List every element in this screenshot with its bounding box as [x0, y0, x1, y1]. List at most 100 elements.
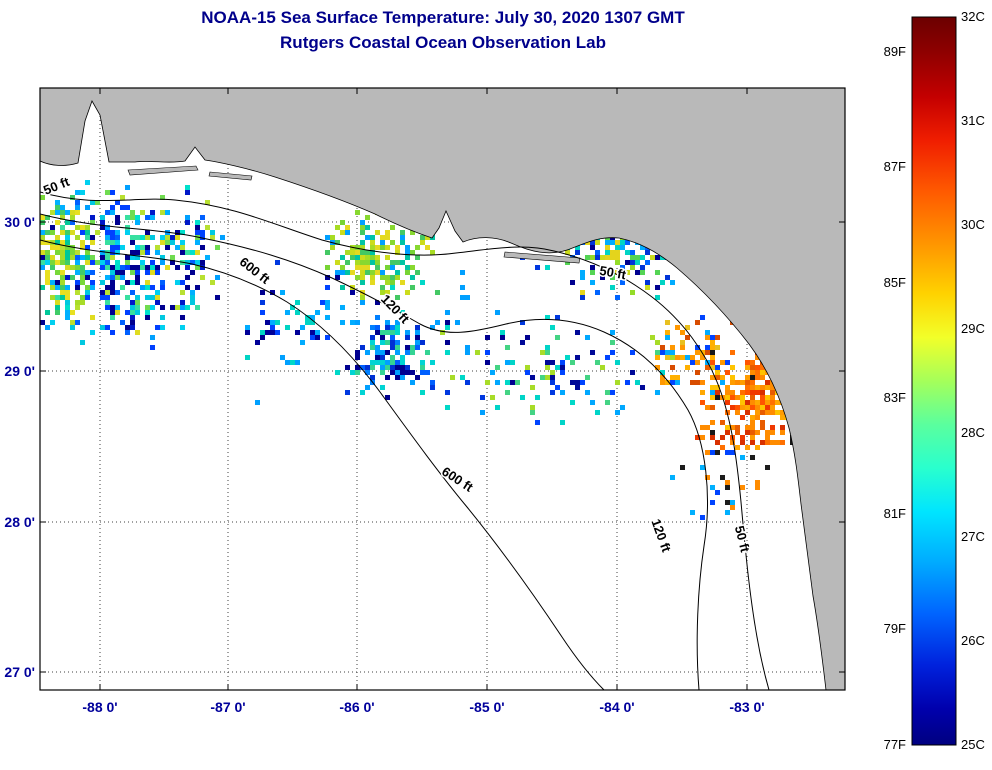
sst-pixel [660, 350, 665, 355]
sst-pixel [355, 245, 360, 250]
sst-pixel [390, 285, 395, 290]
sst-pixel [685, 335, 690, 340]
sst-pixel [75, 305, 80, 310]
sst-pixel [255, 340, 260, 345]
sst-pixel [720, 420, 725, 425]
sst-pixel [390, 335, 395, 340]
sst-pixel [705, 350, 710, 355]
sst-pixel [130, 310, 135, 315]
sst-pixel [630, 250, 635, 255]
sst-pixel [290, 360, 295, 365]
sst-pixel [580, 295, 585, 300]
sst-pixel [150, 210, 155, 215]
sst-pixel [355, 260, 360, 265]
sst-pixel [760, 395, 765, 400]
sst-pixel [265, 320, 270, 325]
sst-pixel [175, 245, 180, 250]
sst-pixel [105, 305, 110, 310]
sst-pixel [50, 285, 55, 290]
sst-pixel [580, 270, 585, 275]
sst-pixel [125, 255, 130, 260]
sst-pixel [590, 270, 595, 275]
sst-pixel [115, 265, 120, 270]
sst-pixel [155, 265, 160, 270]
sst-pixel [695, 350, 700, 355]
sst-pixel [390, 340, 395, 345]
sst-pixel [60, 215, 65, 220]
sst-pixel [340, 255, 345, 260]
sst-pixel [335, 225, 340, 230]
sst-pixel [730, 450, 735, 455]
sst-pixel [155, 300, 160, 305]
sst-pixel [360, 245, 365, 250]
sst-pixel [290, 305, 295, 310]
sst-pixel [690, 355, 695, 360]
sst-pixel [605, 270, 610, 275]
sst-pixel [540, 375, 545, 380]
sst-pixel [120, 195, 125, 200]
sst-pixel [110, 245, 115, 250]
sst-pixel [740, 395, 745, 400]
sst-pixel [135, 275, 140, 280]
sst-pixel [510, 380, 515, 385]
y-tick-label: 28 0' [4, 514, 35, 530]
sst-pixel [355, 250, 360, 255]
sst-pixel [160, 255, 165, 260]
sst-pixel [775, 410, 780, 415]
sst-pixel [50, 265, 55, 270]
sst-pixel [375, 330, 380, 335]
sst-pixel [385, 350, 390, 355]
sst-pixel [490, 370, 495, 375]
sst-pixel [385, 245, 390, 250]
sst-pixel [65, 210, 70, 215]
sst-pixel [120, 205, 125, 210]
sst-pixel [420, 340, 425, 345]
sst-pixel [345, 365, 350, 370]
sst-pixel [740, 455, 745, 460]
sst-pixel [75, 290, 80, 295]
sst-pixel [370, 345, 375, 350]
sst-pixel [715, 365, 720, 370]
sst-pixel [360, 220, 365, 225]
sst-pixel [85, 225, 90, 230]
sst-pixel [710, 405, 715, 410]
sst-pixel [415, 255, 420, 260]
sst-pixel [445, 325, 450, 330]
sst-pixel [610, 275, 615, 280]
sst-pixel [130, 325, 135, 330]
sst-pixel [700, 425, 705, 430]
sst-pixel [765, 380, 770, 385]
sst-pixel [310, 330, 315, 335]
sst-pixel [405, 250, 410, 255]
sst-pixel [105, 285, 110, 290]
sst-pixel [145, 270, 150, 275]
sst-pixel [575, 330, 580, 335]
sst-pixel [405, 345, 410, 350]
sst-pixel [60, 275, 65, 280]
sst-pixel [475, 350, 480, 355]
sst-pixel [450, 375, 455, 380]
sst-pixel [85, 205, 90, 210]
sst-pixel [655, 295, 660, 300]
sst-pixel [75, 255, 80, 260]
sst-pixel [110, 230, 115, 235]
sst-pixel [770, 440, 775, 445]
sst-pixel [710, 335, 715, 340]
sst-pixel [195, 285, 200, 290]
sst-pixel [110, 210, 115, 215]
sst-pixel [625, 250, 630, 255]
sst-pixel [365, 250, 370, 255]
sst-pixel [390, 360, 395, 365]
sst-pixel [335, 240, 340, 245]
sst-pixel [360, 240, 365, 245]
sst-pixel [520, 320, 525, 325]
sst-pixel [45, 215, 50, 220]
sst-pixel [370, 365, 375, 370]
sst-pixel [485, 350, 490, 355]
sst-pixel [375, 245, 380, 250]
sst-pixel [335, 275, 340, 280]
sst-pixel [655, 255, 660, 260]
sst-pixel [55, 270, 60, 275]
sst-pixel [715, 450, 720, 455]
